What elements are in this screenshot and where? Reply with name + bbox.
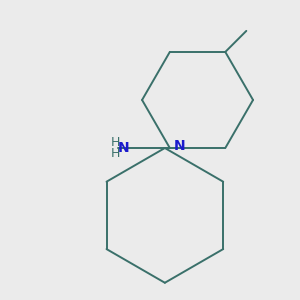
Text: N: N (117, 141, 129, 155)
Text: N: N (174, 139, 185, 153)
Text: H: H (111, 148, 120, 160)
Text: H: H (111, 136, 120, 148)
